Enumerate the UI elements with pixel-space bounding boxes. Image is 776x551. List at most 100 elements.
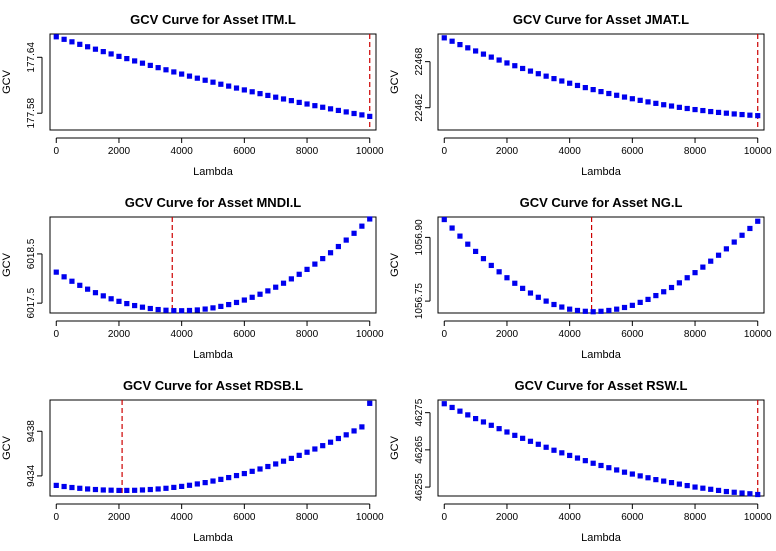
chart-panel-2: GCV Curve for Asset JMAT.L 0 2000 4000 6000 8…: [389, 12, 772, 178]
data-point: [194, 481, 200, 487]
x-tick-label: 10000: [744, 512, 772, 523]
data-point: [755, 491, 761, 498]
x-tick-label: 0: [441, 146, 447, 157]
data-point: [171, 308, 177, 314]
data-point: [249, 294, 255, 300]
data-point: [457, 233, 463, 239]
data-point: [574, 455, 581, 461]
data-point: [543, 298, 549, 304]
data-point: [359, 112, 365, 118]
data-point: [614, 306, 620, 312]
data-point: [527, 68, 534, 74]
data-point: [480, 419, 487, 425]
data-point: [590, 460, 596, 466]
data-point: [629, 471, 635, 477]
data-point: [179, 71, 185, 77]
data-point: [108, 487, 114, 493]
data-point: [708, 108, 714, 115]
data-point: [335, 435, 341, 442]
data-point: [449, 404, 455, 411]
data-point: [100, 49, 106, 55]
data-point: [147, 305, 153, 312]
plot-frame: [437, 399, 765, 497]
data-point: [637, 473, 643, 479]
data-point: [465, 45, 471, 51]
data-point: [367, 113, 373, 119]
data-point: [614, 467, 620, 473]
data-point: [85, 486, 91, 492]
data-point: [53, 482, 59, 488]
data-point: [327, 439, 334, 445]
data-point: [645, 99, 651, 105]
y-tick-label: 46255: [414, 473, 425, 501]
data-point: [233, 299, 240, 306]
data-point: [723, 246, 729, 252]
data-point: [85, 44, 91, 50]
x-tick-label: 2000: [496, 329, 519, 340]
data-point: [249, 89, 255, 95]
x-tick-label: 4000: [171, 329, 194, 340]
x-tick-label: 4000: [171, 512, 194, 523]
data-point: [755, 218, 761, 224]
data-point: [504, 60, 510, 66]
x-tick-label: 8000: [296, 329, 319, 340]
data-point: [108, 296, 114, 302]
data-point: [226, 474, 232, 481]
data-point: [441, 216, 447, 223]
data-point: [708, 258, 714, 264]
data-point: [116, 487, 122, 494]
plot-frame: [49, 399, 377, 497]
data-point: [449, 38, 455, 44]
x-tick-label: 0: [441, 512, 447, 523]
plot-frame: [49, 33, 377, 131]
data-point: [359, 424, 365, 430]
data-point: [296, 271, 302, 277]
data-point: [606, 465, 612, 471]
data-point: [543, 73, 549, 79]
data-point: [668, 284, 675, 291]
data-point: [731, 239, 737, 245]
x-tick-label: 4000: [171, 146, 194, 157]
data-point: [715, 487, 722, 494]
data-point: [273, 461, 279, 467]
data-point: [92, 46, 99, 52]
data-point: [488, 54, 494, 60]
plot-frame: [49, 216, 377, 314]
data-point: [69, 278, 75, 284]
x-tick-label: 0: [53, 329, 59, 340]
data-point: [543, 444, 549, 450]
y-tick-label: 6017.5: [26, 287, 37, 318]
data-point: [320, 256, 326, 262]
x-axis-title: Lambda: [581, 166, 622, 178]
x-tick-label: 8000: [684, 146, 707, 157]
data-point: [288, 276, 294, 282]
data-point: [163, 485, 169, 491]
data-point: [496, 269, 502, 275]
data-point: [171, 484, 177, 491]
data-point: [69, 484, 75, 491]
data-point: [335, 107, 341, 114]
data-point: [598, 308, 604, 314]
data-point: [280, 96, 287, 102]
y-tick-label: 177.58: [26, 97, 37, 128]
data-point: [92, 486, 99, 493]
data-point: [606, 90, 612, 97]
data-point: [233, 472, 240, 479]
data-point: [288, 98, 294, 104]
data-point: [739, 111, 745, 118]
data-point: [449, 225, 455, 231]
data-point: [124, 487, 130, 494]
x-axis-title: Lambda: [193, 532, 234, 544]
x-tick-label: 4000: [559, 146, 582, 157]
data-point: [226, 301, 232, 308]
data-point: [233, 85, 240, 91]
data-point: [202, 480, 208, 486]
data-point: [320, 104, 326, 110]
data-point: [551, 447, 557, 453]
data-point: [731, 111, 737, 117]
data-point: [676, 104, 682, 110]
data-point: [512, 280, 518, 286]
y-tick-label: 9438: [26, 420, 37, 443]
data-point: [210, 79, 216, 85]
data-point: [359, 223, 365, 229]
